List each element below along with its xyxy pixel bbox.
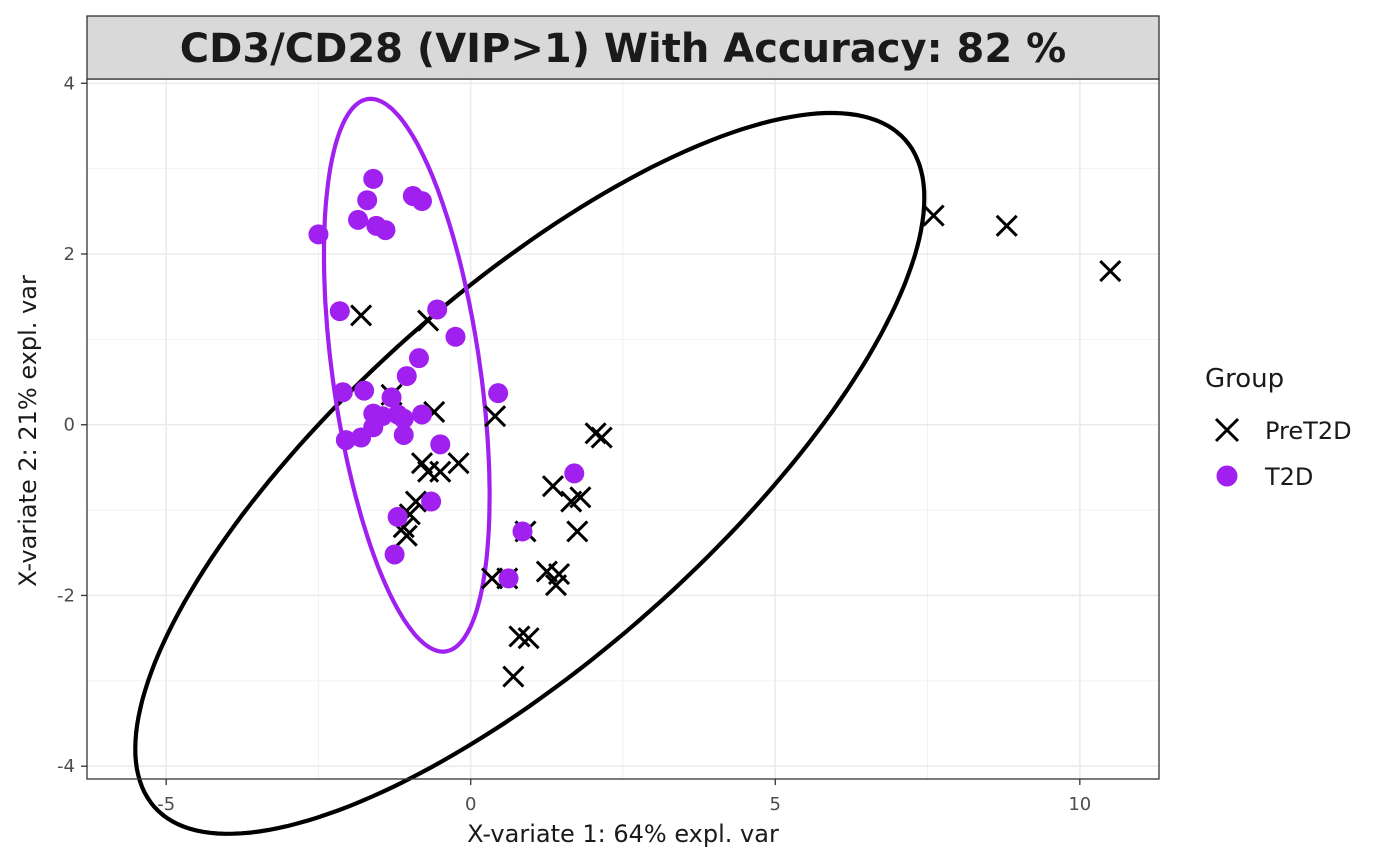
cross-stroke: [392, 516, 415, 539]
cross-stroke: [517, 627, 540, 650]
x-axis-ticks: -5 0 5 10: [157, 779, 1091, 815]
x-axis-title: X-variate 1: 64% expl. var: [467, 820, 779, 848]
point-t2d: [332, 382, 353, 403]
cross-stroke: [508, 625, 531, 648]
point-t2d: [393, 424, 414, 445]
y-tick-label: -4: [57, 756, 75, 777]
legend: Group PreT2D T2D: [1205, 364, 1352, 491]
ellipse-pret2d: [133, 110, 927, 836]
legend-label-pret2d: PreT2D: [1265, 417, 1352, 445]
point-t2d: [512, 521, 533, 542]
point-pret2d: [447, 452, 470, 475]
cross-stroke: [429, 460, 452, 483]
x-tick-label: 5: [770, 794, 781, 815]
point-t2d: [363, 168, 384, 189]
cross-stroke: [1099, 260, 1122, 283]
point-pret2d: [590, 426, 613, 449]
x-tick-label: 0: [465, 794, 476, 815]
point-pret2d: [995, 214, 1018, 237]
y-axis-title: X-variate 2: 21% expl. var: [14, 275, 42, 587]
point-t2d: [393, 408, 414, 429]
cross-stroke: [502, 665, 525, 688]
title-strip: [86, 15, 1160, 80]
cross-stroke: [569, 486, 592, 509]
point-t2d: [427, 299, 448, 320]
legend-key-t2d: [1216, 465, 1238, 487]
cross-stroke: [995, 214, 1018, 237]
point-pret2d: [517, 627, 540, 650]
cross-stroke: [404, 490, 427, 513]
point-pret2d: [566, 520, 589, 543]
y-tick-label: 2: [64, 244, 75, 265]
point-t2d: [351, 427, 372, 448]
point-t2d: [335, 430, 356, 451]
x-tick-label: 10: [1068, 794, 1091, 815]
cross-stroke: [395, 524, 418, 547]
legend-cross-marker: [1214, 417, 1240, 443]
cross-stroke: [447, 452, 470, 475]
y-tick-label: 4: [64, 73, 75, 94]
cross-stroke: [590, 426, 613, 449]
point-pret2d: [508, 625, 531, 648]
point-t2d: [384, 544, 405, 565]
x-tick-label: -5: [157, 794, 175, 815]
confidence-ellipses: [133, 96, 927, 836]
cross-stroke: [566, 520, 589, 543]
point-t2d: [387, 506, 408, 527]
cross-stroke: [535, 560, 558, 583]
point-t2d: [412, 404, 432, 425]
cross-stroke: [922, 204, 945, 227]
point-t2d: [308, 224, 329, 245]
point-pret2d: [569, 486, 592, 509]
point-t2d: [445, 326, 466, 347]
point-t2d: [396, 366, 417, 387]
point-t2d: [375, 220, 396, 241]
point-pret2d: [429, 460, 452, 483]
cross-stroke: [541, 475, 565, 498]
point-pret2d: [922, 204, 945, 227]
legend-key-pret2d: [1214, 417, 1240, 443]
cross-stroke: [1214, 417, 1240, 443]
legend-label-t2d: T2D: [1264, 463, 1313, 491]
ellipse-t2d: [321, 96, 492, 654]
point-t2d: [421, 491, 442, 512]
point-t2d: [412, 191, 432, 212]
point-pret2d: [350, 304, 373, 327]
point-t2d: [381, 387, 402, 408]
point-pret2d: [547, 563, 571, 586]
cross-stroke: [547, 563, 571, 586]
point-t2d: [408, 348, 429, 369]
point-t2d: [357, 190, 378, 211]
point-t2d: [488, 383, 509, 404]
chart-title: CD3/CD28 (VIP>1) With Accuracy: 82 %: [180, 26, 1066, 72]
point-t2d: [348, 209, 369, 230]
cross-stroke: [350, 304, 373, 327]
cross-stroke: [410, 452, 434, 475]
major-gridlines: [87, 79, 1159, 779]
point-pret2d: [484, 405, 507, 428]
point-pret2d: [502, 665, 525, 688]
point-t2d: [329, 301, 350, 322]
data-points: [308, 168, 1122, 688]
point-t2d: [430, 434, 451, 455]
y-axis-ticks: -4 -2 0 2 4: [57, 73, 87, 777]
minor-gridlines: [87, 79, 1159, 779]
point-t2d: [498, 568, 519, 589]
y-tick-label: -2: [57, 585, 75, 606]
point-pret2d: [541, 475, 565, 498]
y-tick-label: 0: [64, 415, 75, 436]
point-pret2d: [404, 490, 427, 513]
legend-title: Group: [1205, 364, 1284, 394]
point-pret2d: [395, 524, 418, 547]
point-pret2d: [1099, 260, 1122, 283]
cross-stroke: [484, 405, 507, 428]
point-t2d: [564, 463, 585, 484]
legend-circle-marker: [1216, 465, 1238, 487]
point-t2d: [354, 380, 375, 401]
